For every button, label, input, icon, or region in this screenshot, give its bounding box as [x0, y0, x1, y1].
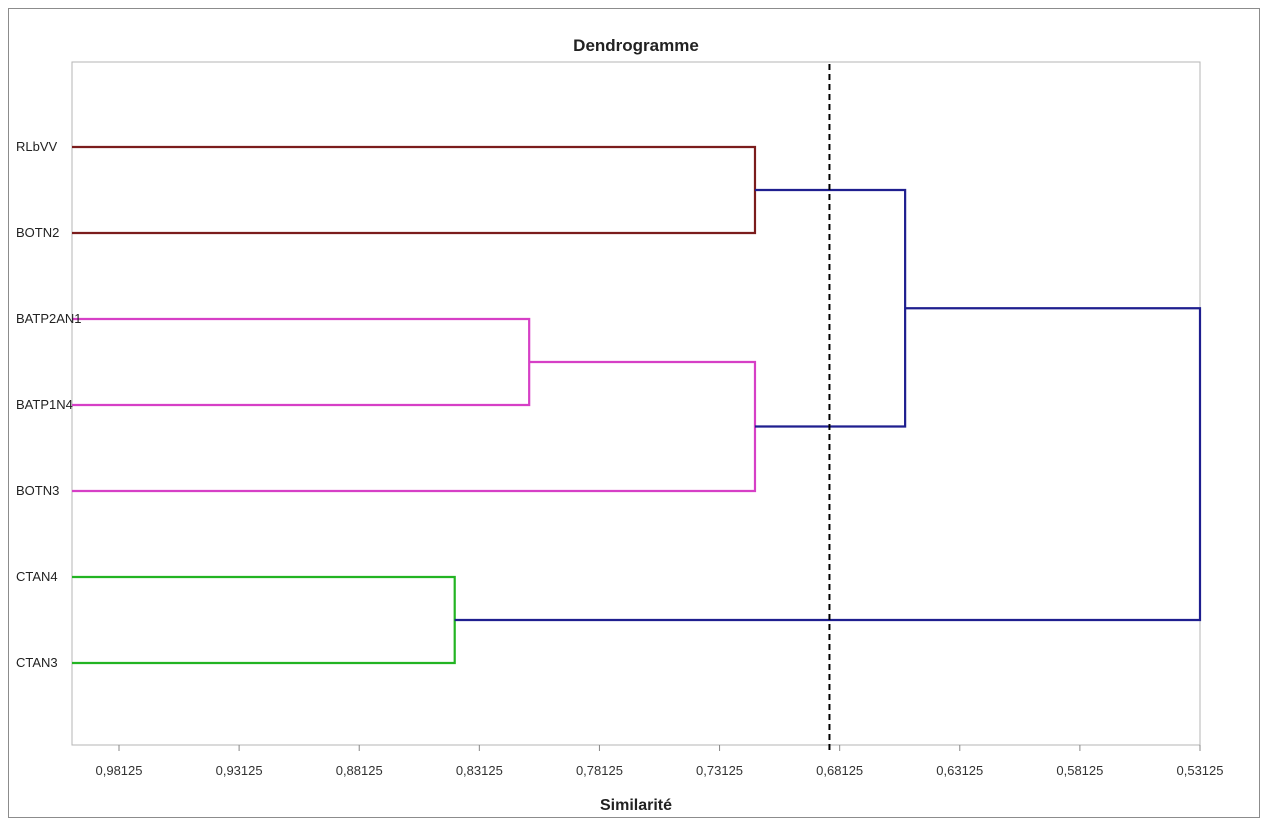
dendrogram-link — [72, 360, 757, 493]
chart-frame — [8, 8, 1260, 818]
leaf-labels: RLbVV BOTN2 BATP2AN1 BATP1N4 BOTN3 CTAN4 CTAN3 — [16, 139, 82, 670]
dendrogram-link — [72, 317, 531, 407]
x-axis: 0,98125 0,93125 0,88125 0,83125 0,78125 0,731… — [96, 745, 1224, 778]
plot-area — [71, 61, 1201, 746]
x-tick-label: 0,58125 — [1056, 763, 1103, 778]
dendrogram-link — [454, 307, 1202, 622]
x-axis-label: Similarité — [600, 797, 672, 814]
x-tick-label: 0,68125 — [816, 763, 863, 778]
x-tick-label: 0,63125 — [936, 763, 983, 778]
leaf-label: CTAN4 — [16, 569, 58, 584]
x-tick-label: 0,88125 — [336, 763, 383, 778]
x-tick-label: 0,73125 — [696, 763, 743, 778]
x-tick-label: 0,53125 — [1177, 763, 1224, 778]
chart-title: Dendrogramme — [573, 36, 699, 55]
x-tick-label: 0,98125 — [96, 763, 143, 778]
leaf-label: RLbVV — [16, 139, 58, 154]
dendrogram-link — [72, 575, 456, 665]
x-tick-label: 0,93125 — [216, 763, 263, 778]
x-tick-label: 0,78125 — [576, 763, 623, 778]
leaf-label: BOTN3 — [16, 483, 59, 498]
dendrogram-links — [72, 145, 1202, 665]
x-tick-label: 0,83125 — [456, 763, 503, 778]
dendrogram-link — [72, 145, 757, 235]
leaf-label: BOTN2 — [16, 225, 59, 240]
leaf-label: CTAN3 — [16, 655, 58, 670]
leaf-label: BATP2AN1 — [16, 311, 82, 326]
leaf-label: BATP1N4 — [16, 397, 73, 412]
